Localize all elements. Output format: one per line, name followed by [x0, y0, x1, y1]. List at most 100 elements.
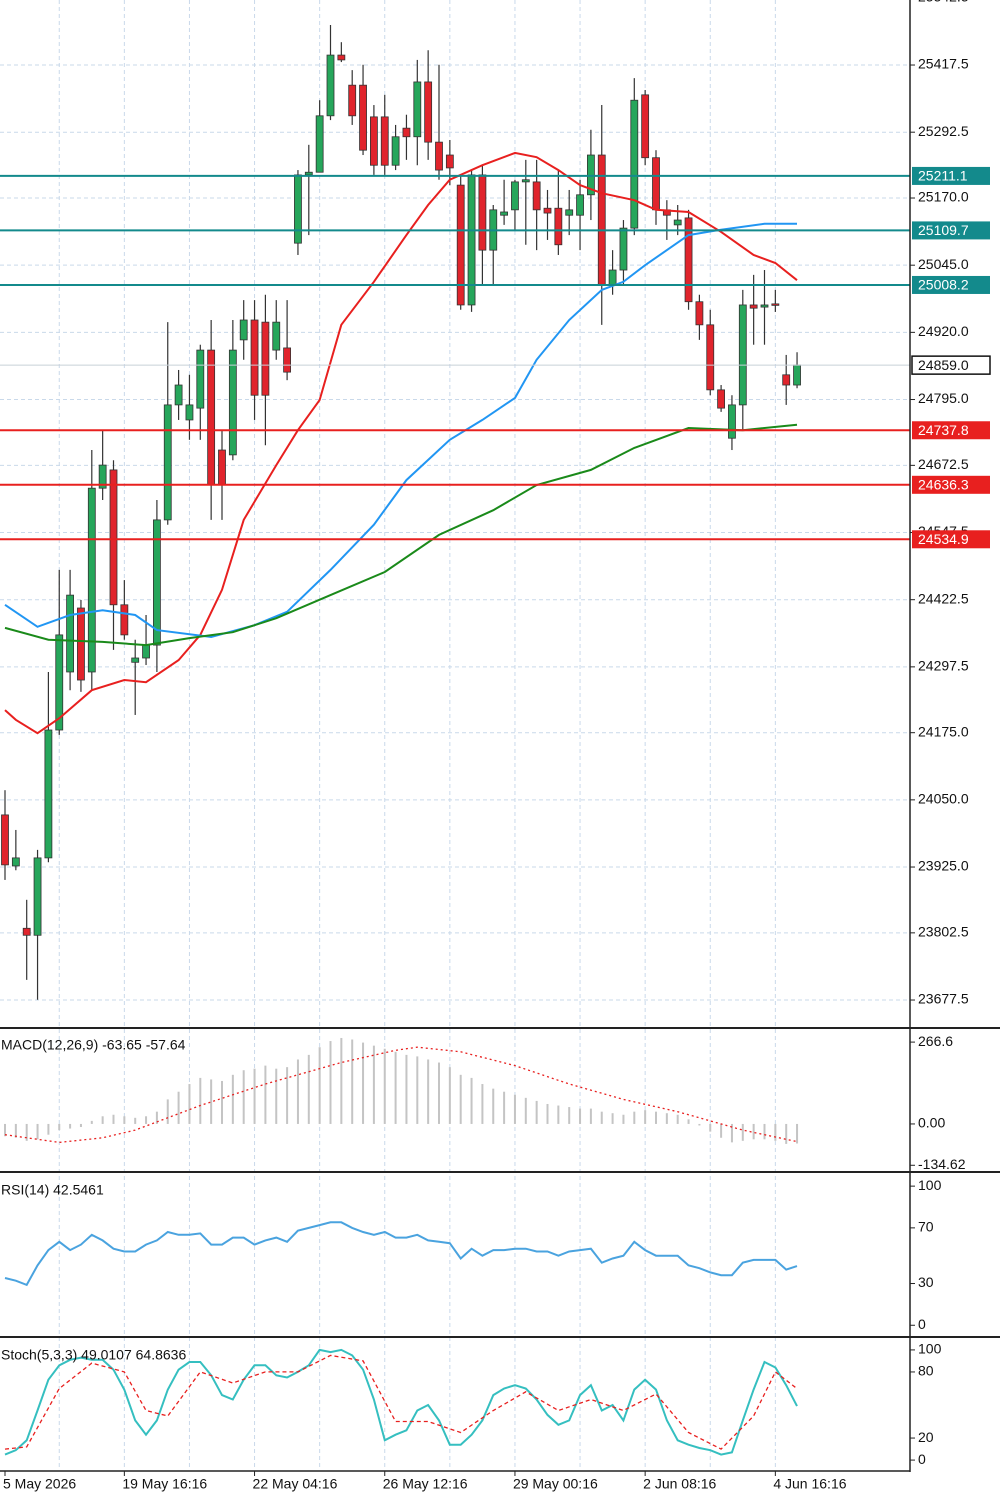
y-tick-label: 70 — [918, 1219, 934, 1235]
candle-body — [652, 157, 660, 211]
macd-bar — [36, 1123, 39, 1140]
macd-bar — [372, 1045, 375, 1124]
macd-bar — [188, 1084, 191, 1124]
candle-body — [337, 54, 346, 61]
indicator-line — [4, 1046, 798, 1144]
candle-body — [109, 469, 118, 606]
macd-bar — [264, 1065, 267, 1124]
macd-bar — [785, 1123, 788, 1144]
macd-bar — [253, 1068, 256, 1124]
indicator-title: Stoch(5,3,3) 49.0107 64.8636 — [1, 1347, 186, 1363]
x-tick-label: 2 Jun 08:16 — [643, 1476, 716, 1492]
macd-bar — [221, 1080, 223, 1124]
candle-body — [87, 487, 96, 673]
macd-bar — [438, 1062, 440, 1124]
indicator-line — [4, 151, 798, 735]
candle-body — [369, 116, 378, 166]
macd-bar — [503, 1091, 506, 1124]
macd-bar — [362, 1042, 365, 1124]
candle-body — [597, 154, 606, 286]
y-tick-label: 80 — [918, 1363, 934, 1379]
candle-body — [174, 384, 183, 406]
macd-bar — [687, 1119, 690, 1124]
level-label: 25109.7 — [918, 222, 969, 238]
candle-body — [391, 136, 400, 166]
y-tick-label: 25045.0 — [918, 256, 969, 272]
x-tick-label: 5 May 2026 — [3, 1476, 76, 1492]
level-label-box — [912, 530, 990, 549]
panel — [0, 24, 910, 1001]
candle-body — [749, 304, 758, 309]
y-tick-label: 30 — [918, 1274, 934, 1290]
macd-bar — [546, 1103, 549, 1124]
candle-body — [163, 404, 172, 521]
candle-body — [435, 141, 443, 171]
x-tick-label: 29 May 00:16 — [513, 1476, 598, 1492]
candle-body — [120, 604, 129, 636]
indicator-line — [4, 1348, 798, 1456]
level-label-box — [912, 275, 990, 294]
macd-bar — [730, 1123, 733, 1143]
indicator-title: MACD(12,26,9) -63.65 -57.64 — [1, 1037, 186, 1053]
level-label: 24534.9 — [918, 531, 969, 547]
y-tick-label: 25170.0 — [918, 189, 969, 205]
y-tick-label: 25542.5 — [918, 0, 969, 5]
candle-body — [706, 324, 715, 391]
macd-bar — [199, 1077, 202, 1124]
y-tick-label: 100 — [918, 1341, 942, 1357]
macd-bar — [492, 1088, 495, 1124]
x-tick-label: 22 May 04:16 — [253, 1476, 338, 1492]
indicator-line — [4, 1221, 798, 1287]
macd-bar — [698, 1123, 701, 1126]
candle-body — [760, 304, 769, 308]
level-label: 25211.1 — [918, 168, 968, 184]
candle-body — [348, 84, 357, 117]
candle-body — [218, 449, 226, 486]
y-tick-label: 0 — [918, 1316, 926, 1332]
candle-body — [782, 374, 791, 386]
y-tick-label: 25292.5 — [918, 123, 969, 139]
candle-body — [1, 814, 9, 866]
macd-bar — [796, 1123, 799, 1144]
panel — [4, 1221, 798, 1287]
y-tick-label: 0 — [918, 1451, 926, 1467]
macd-bar — [535, 1100, 538, 1124]
panel — [4, 1037, 799, 1144]
level-label-box — [912, 166, 990, 185]
candle-body — [55, 634, 64, 731]
level-label-box — [912, 421, 990, 440]
candle-body — [77, 607, 85, 681]
candle-body — [413, 81, 422, 138]
y-tick-label: 23925.0 — [918, 858, 969, 874]
macd-bar — [665, 1113, 668, 1124]
candle-body — [771, 303, 780, 306]
candle-body — [22, 927, 31, 936]
candle-body — [500, 211, 509, 216]
macd-bar — [286, 1067, 289, 1124]
macd-bar — [416, 1056, 419, 1124]
macd-bar — [470, 1077, 473, 1124]
indicator-line — [4, 222, 797, 639]
panel — [4, 1348, 798, 1456]
candle-body — [66, 594, 74, 673]
macd-bar — [275, 1068, 278, 1124]
candle-body — [456, 184, 465, 306]
level-label: 24737.8 — [918, 422, 969, 438]
candle-body — [185, 404, 194, 421]
x-tick-label: 26 May 12:16 — [383, 1476, 468, 1492]
candle-body — [532, 181, 541, 211]
macd-bar — [134, 1117, 137, 1124]
candle-body — [228, 349, 237, 456]
candle-body — [424, 81, 433, 143]
macd-bar — [145, 1116, 148, 1124]
y-tick-label: 24795.0 — [918, 390, 969, 406]
y-tick-label: 0.00 — [918, 1115, 945, 1131]
plot-layer — [0, 0, 915, 1476]
candle-body — [673, 219, 682, 226]
y-tick-label: 23802.5 — [918, 924, 969, 940]
macd-bar — [481, 1084, 484, 1124]
candle-body — [738, 304, 747, 406]
macd-bar — [47, 1123, 50, 1135]
candle-body — [196, 349, 205, 409]
